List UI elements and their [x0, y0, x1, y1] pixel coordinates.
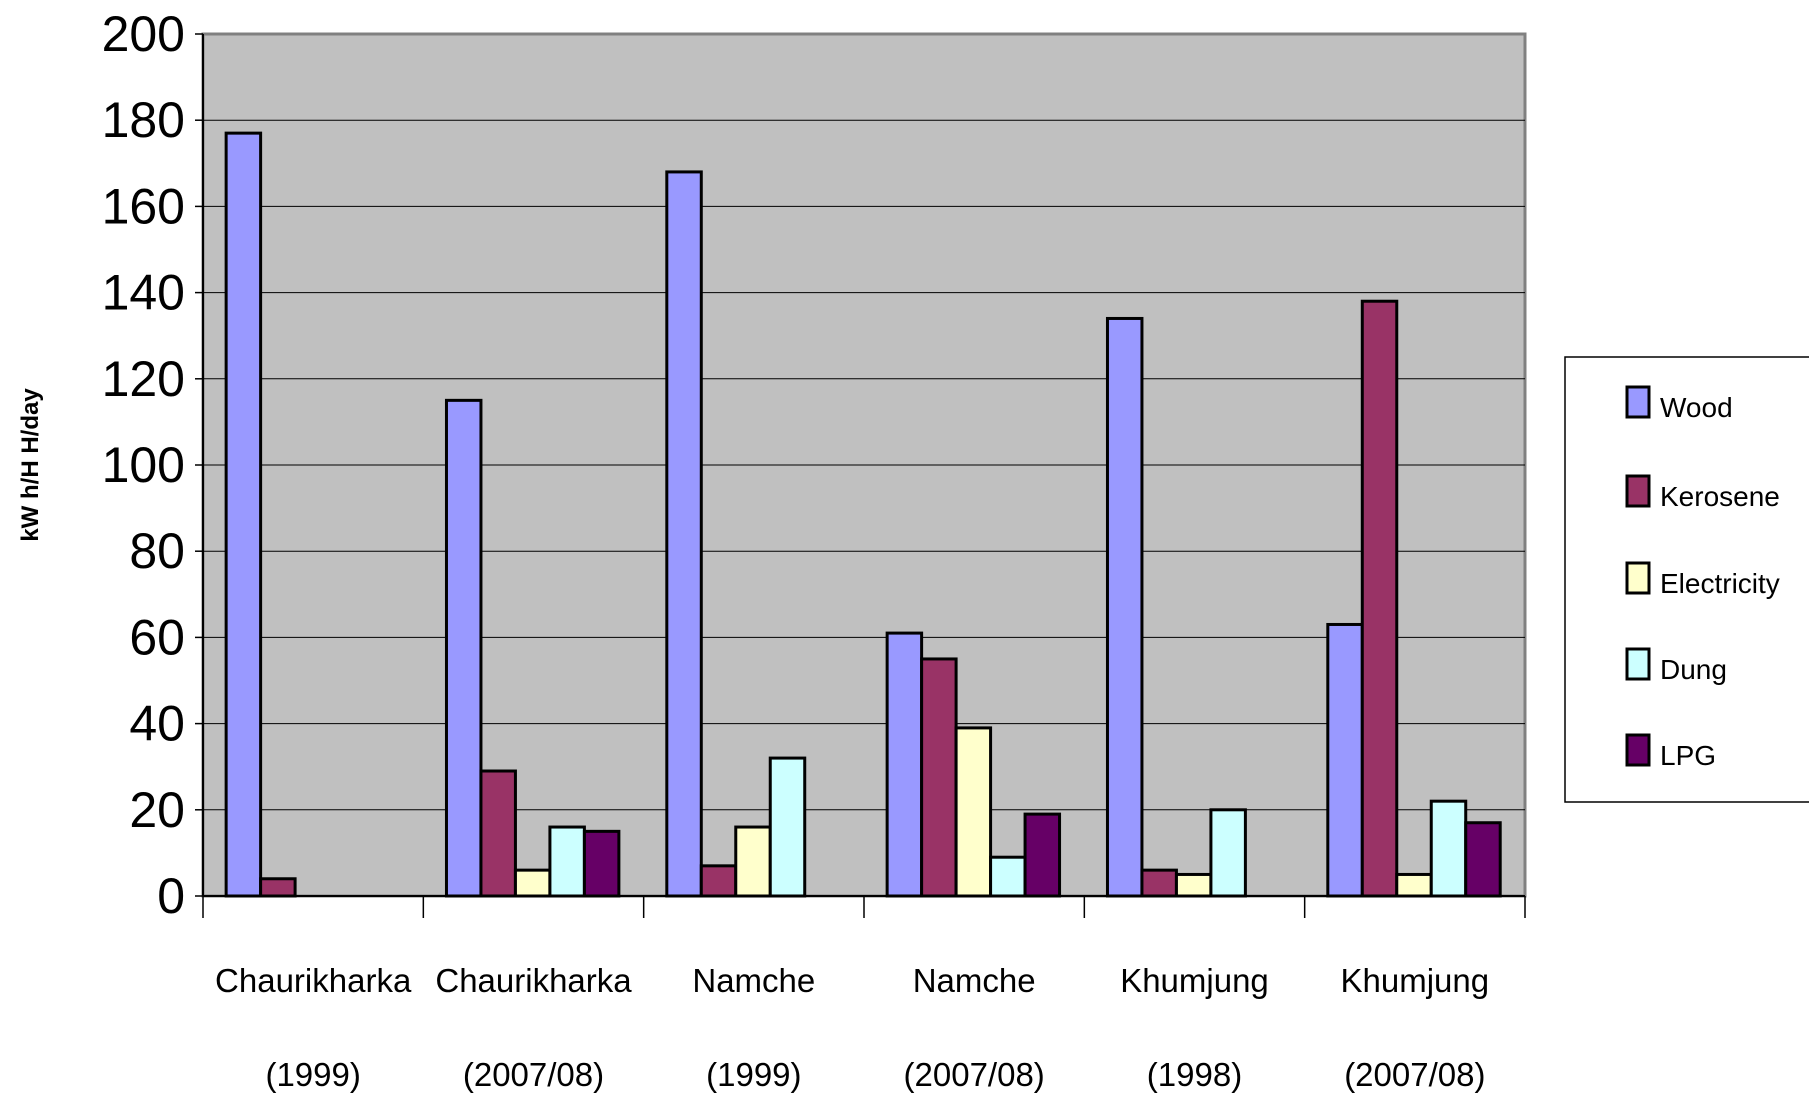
legend-swatch — [1625, 647, 1651, 681]
bar-lpg — [582, 829, 621, 898]
legend-swatch — [1625, 733, 1651, 767]
legend-label: Dung — [1660, 654, 1727, 685]
legend-items: Wood Kerosene Electricity Dung LPG — [1625, 385, 1780, 771]
legend-swatch — [1625, 385, 1651, 419]
bar-kerosene — [1360, 299, 1399, 898]
bar-dung — [548, 825, 586, 898]
y-tick-label: 200 — [102, 6, 185, 62]
x-category-period: (1998) — [1147, 1056, 1242, 1093]
bar-dung — [1429, 799, 1468, 898]
bar-dung — [989, 855, 1027, 898]
legend-swatch — [1625, 474, 1651, 508]
x-category-period: (2007/08) — [1344, 1056, 1485, 1093]
x-category-period: (1999) — [265, 1056, 360, 1093]
bar-electricity — [513, 868, 552, 898]
x-category-name: Khumjung — [1341, 962, 1490, 999]
y-axis: 0 20 40 60 80 100 120 140 160 180 200 — [102, 6, 204, 924]
y-tick-label: 0 — [157, 868, 185, 924]
legend-label: LPG — [1660, 740, 1716, 771]
x-category-name: Chaurikharka — [435, 962, 632, 999]
bar-dung — [1209, 808, 1247, 898]
grid-lines — [203, 119, 1525, 811]
legend-swatch — [1625, 561, 1651, 595]
bar-kerosene — [479, 769, 517, 898]
y-tick-label: 60 — [129, 609, 185, 665]
bar-electricity — [954, 726, 993, 898]
x-category-name: Namche — [913, 962, 1036, 999]
bar-kerosene — [259, 877, 297, 898]
x-category-period: (2007/08) — [904, 1056, 1045, 1093]
y-tick-label: 160 — [102, 178, 185, 234]
x-category-name: Namche — [692, 962, 815, 999]
x-category-name: Khumjung — [1120, 962, 1269, 999]
bar-wood — [1326, 622, 1364, 898]
legend-label: Wood — [1660, 392, 1733, 423]
bar-wood — [1105, 316, 1144, 898]
y-tick-label: 40 — [129, 696, 185, 752]
bar-dung — [768, 756, 807, 898]
legend: Wood Kerosene Electricity Dung LPG — [1564, 356, 1809, 803]
bar-electricity — [1174, 872, 1213, 898]
bar-wood — [885, 631, 924, 898]
x-category-period: (2007/08) — [463, 1056, 604, 1093]
bar-electricity — [1395, 872, 1433, 898]
x-axis: Chaurikharka (1999) Chaurikharka (2007/08) N… — [202, 895, 1526, 1093]
legend-box — [1564, 356, 1809, 803]
bars — [224, 131, 1502, 898]
y-tick-label: 180 — [102, 92, 185, 148]
y-tick-label: 140 — [102, 265, 185, 321]
y-tick-label: 80 — [129, 523, 185, 579]
bar-electricity — [734, 825, 772, 898]
bar-kerosene — [1140, 868, 1178, 898]
x-category-name: Chaurikharka — [215, 962, 412, 999]
bar-wood — [665, 170, 703, 898]
bar-kerosene — [699, 864, 738, 898]
y-tick-label: 120 — [102, 351, 185, 407]
bar-wood — [444, 398, 483, 898]
legend-label: Kerosene — [1660, 481, 1780, 512]
bar-kerosene — [920, 657, 958, 898]
x-category-period: (1999) — [706, 1056, 801, 1093]
y-tick-label: 100 — [102, 437, 185, 493]
legend-label: Electricity — [1660, 568, 1780, 599]
y-axis-label: kW h/H H/day — [17, 388, 44, 542]
bar-wood — [224, 131, 263, 898]
bar-lpg — [1464, 821, 1502, 898]
y-tick-label: 20 — [129, 782, 185, 838]
bar-lpg — [1023, 812, 1062, 898]
